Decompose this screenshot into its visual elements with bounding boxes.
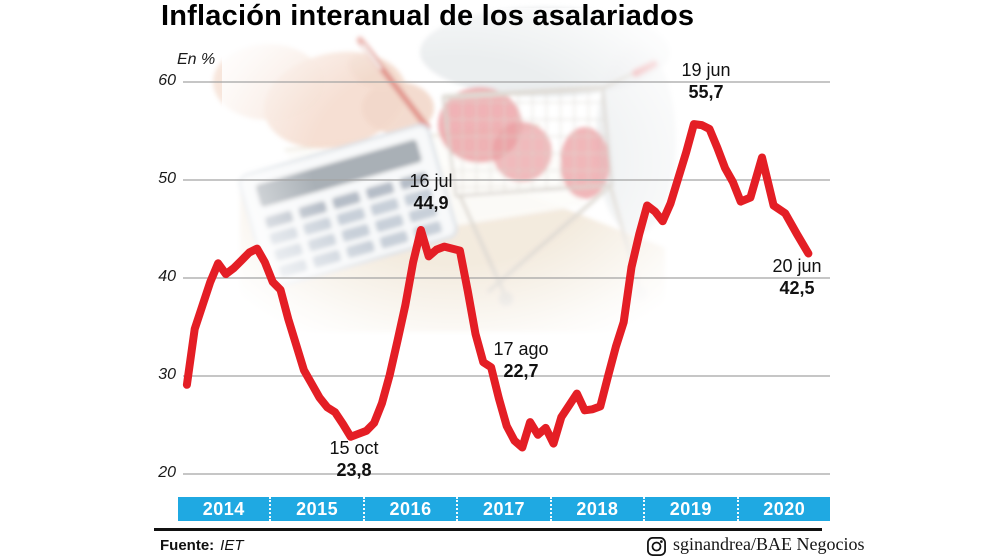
annotation-oct-2015: 15 oct 23,8 (294, 437, 414, 481)
source-label: Fuente: (160, 537, 215, 554)
year-label-2014: 2014 (178, 497, 272, 521)
annotation-date: 17 ago (493, 339, 549, 359)
annotation-value: 55,7 (688, 82, 724, 102)
credit-text: sginandrea/BAE Negocios (673, 534, 865, 554)
source-value: IET (220, 537, 244, 554)
annotation-jul-2016: 16 jul 44,9 (371, 170, 491, 214)
y-tick-20: 20 (158, 464, 176, 481)
year-label-2020: 2020 (763, 498, 806, 519)
inflation-line (182, 120, 813, 452)
y-tick-60: 60 (158, 72, 176, 89)
page-title: Inflación interanual de los asalariados (161, 0, 695, 32)
annotation-date: 19 jun (681, 60, 731, 80)
y-axis-unit-label: En % (177, 51, 216, 68)
annotation-value: 22,7 (503, 361, 539, 381)
photo-fade-overlay (222, 8, 692, 340)
year-label-2015: 2015 (271, 497, 365, 521)
footer-rule (154, 528, 822, 531)
annotation-ago-2017: 17 ago 22,7 (461, 338, 581, 382)
instagram-icon (647, 537, 666, 556)
annotation-value: 42,5 (779, 278, 815, 298)
gridlines (183, 81, 830, 475)
y-tick-30: 30 (158, 366, 176, 383)
year-label-2019: 2019 (645, 497, 739, 521)
annotation-jun-2019: 19 jun 55,7 (646, 59, 766, 103)
annotation-date: 20 jun (772, 256, 822, 276)
year-label-2016: 2016 (365, 497, 459, 521)
y-tick-40: 40 (158, 268, 176, 285)
year-band: 2014 2015 2016 2017 2018 2019 2020 (178, 497, 830, 521)
annotation-value: 23,8 (336, 460, 372, 480)
annotation-date: 16 jul (409, 171, 453, 191)
year-label-2018: 2018 (552, 497, 646, 521)
annotation-jun-2020: 20 jun 42,5 (737, 255, 857, 299)
source-note: Fuente: IET (160, 537, 244, 554)
year-label-2017: 2017 (458, 497, 552, 521)
annotation-date: 15 oct (329, 438, 379, 458)
y-tick-50: 50 (158, 170, 176, 187)
annotation-value: 44,9 (413, 193, 449, 213)
